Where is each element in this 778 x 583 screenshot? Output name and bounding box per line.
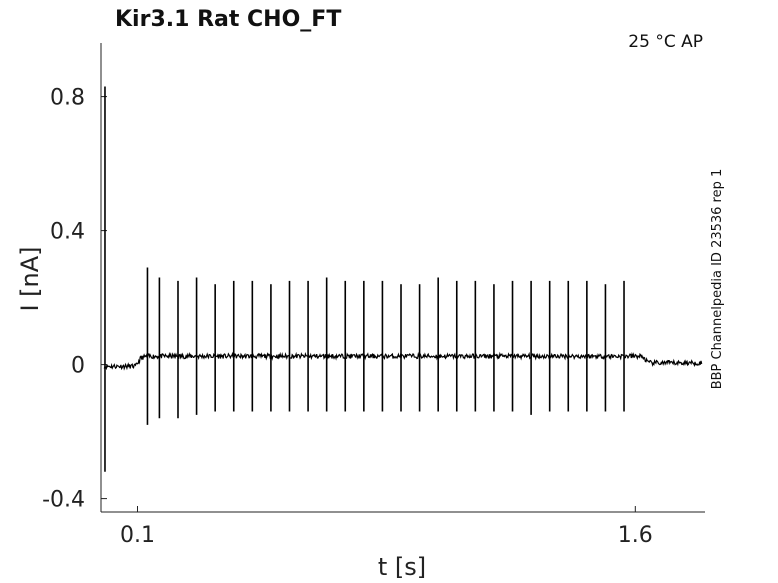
y-tick-label: 0 [71, 354, 85, 379]
y-tick-label: 0.4 [50, 220, 85, 245]
current-trace [103, 351, 703, 371]
x-axis-label: t [s] [378, 553, 426, 581]
x-tick-label: 1.6 [618, 523, 653, 548]
y-tick-label: 0.8 [50, 86, 85, 111]
channelpedia-id-label: BBP Channelpedia ID 23536 rep 1 [710, 169, 725, 390]
x-tick-label: 0.1 [120, 523, 155, 548]
condition-label: 25 °C AP [628, 32, 703, 52]
chart-title: Kir3.1 Rat CHO_FT [115, 7, 341, 32]
y-tick-label: -0.4 [42, 488, 85, 513]
y-axis-label: I [nA] [16, 246, 44, 311]
